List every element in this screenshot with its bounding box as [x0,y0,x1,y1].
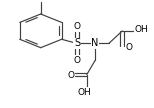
Text: OH: OH [78,88,91,97]
Text: O: O [73,56,81,65]
Text: O: O [67,71,74,80]
Text: O: O [73,22,81,31]
Text: OH: OH [134,25,148,34]
Text: S: S [74,38,80,48]
Text: N: N [91,38,99,48]
Text: O: O [126,43,133,52]
